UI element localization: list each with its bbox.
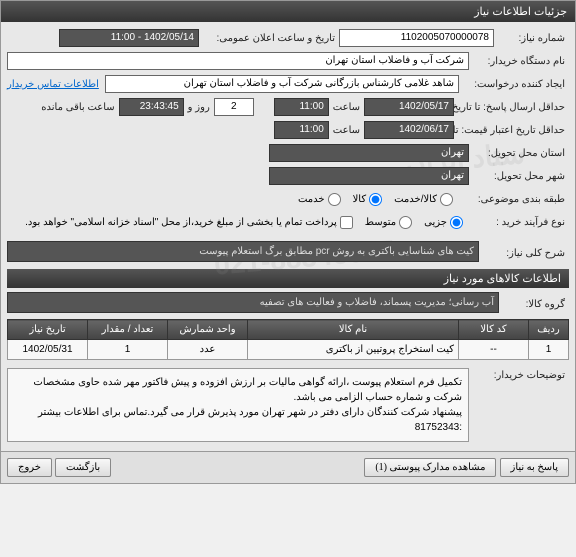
deadline-label: حداقل ارسال پاسخ: تا تاریخ: xyxy=(454,102,569,113)
location-label: استان محل تحویل: xyxy=(469,148,569,159)
goods-group-label: گروه کالا: xyxy=(499,299,569,310)
public-announce-value: 1402/05/14 - 11:00 xyxy=(59,29,199,47)
validity-time-label: ساعت xyxy=(329,125,364,136)
panel-title: جزئیات اطلاعات نیاز xyxy=(1,1,575,22)
th-qty: تعداد / مقدار xyxy=(88,320,168,340)
city-value: تهران xyxy=(269,167,469,185)
remain-days: 2 xyxy=(214,98,254,116)
deadline-time-label: ساعت xyxy=(329,102,364,113)
validity-time: 11:00 xyxy=(274,121,329,139)
requester-label: ایجاد کننده درخواست: xyxy=(459,79,569,90)
need-desc-label: شرح کلی نیاز: xyxy=(479,248,569,259)
attachments-button[interactable]: مشاهده مدارک پیوستی (1) xyxy=(364,458,496,477)
process-opt1[interactable]: جزیی xyxy=(424,216,463,229)
need-number-label: شماره نیاز: xyxy=(494,33,569,44)
validity-date: 1402/06/17 xyxy=(364,121,454,139)
need-desc-value: کیت های شناسایی باکتری به روش pcr مطابق … xyxy=(7,241,479,262)
contact-link[interactable]: اطلاعات تماس خریدار xyxy=(7,79,99,90)
deadline-date: 1402/05/17 xyxy=(364,98,454,116)
table-header-row: ردیف کد کالا نام کالا واحد شمارش تعداد /… xyxy=(8,320,569,340)
respond-button[interactable]: پاسخ به نیاز xyxy=(500,458,570,477)
td-date: 1402/05/31 xyxy=(8,340,88,360)
td-index: 1 xyxy=(529,340,569,360)
buyer-notes-text: تکمیل فرم استعلام پیوست ،ارائه گواهی مال… xyxy=(7,368,469,442)
category-opt3[interactable]: خدمت xyxy=(298,193,341,206)
buyer-device-value: شرکت آب و فاضلاب استان تهران xyxy=(7,52,469,70)
public-announce-label: تاریخ و ساعت اعلان عمومی: xyxy=(199,33,339,44)
need-number-value: 1102005070000078 xyxy=(339,29,494,47)
remain-hms: 23:43:45 xyxy=(119,98,184,116)
td-name: کیت استخراج پروتیین از باکتری xyxy=(248,340,459,360)
goods-group-value: آب رسانی؛ مدیریت پسماند، فاضلاب و فعالیت… xyxy=(7,292,499,313)
th-index: ردیف xyxy=(529,320,569,340)
panel-body: ستاد ایران 021-88346017 شماره نیاز: 1102… xyxy=(1,22,575,451)
main-panel: جزئیات اطلاعات نیاز ستاد ایران 021-88346… xyxy=(0,0,576,484)
th-code: کد کالا xyxy=(459,320,529,340)
process-opt2[interactable]: متوسط xyxy=(365,216,412,229)
buyer-notes-label: توضیحات خریدار: xyxy=(469,364,569,381)
city-label: شهر محل تحویل: xyxy=(469,171,569,182)
th-date: تاریخ نیاز xyxy=(8,320,88,340)
process-note-check[interactable]: پرداخت تمام یا بخشی از مبلغ خرید،از محل … xyxy=(25,216,353,229)
category-opt1[interactable]: کالا/خدمت xyxy=(394,193,453,206)
goods-section-title: اطلاعات کالاهای مورد نیاز xyxy=(7,269,569,288)
th-unit: واحد شمارش xyxy=(168,320,248,340)
remain-days-label: روز و xyxy=(184,102,214,113)
category-label: طبقه بندی موضوعی: xyxy=(459,194,569,205)
td-code: -- xyxy=(459,340,529,360)
back-button[interactable]: بازگشت xyxy=(55,458,111,477)
table-row: 1 -- کیت استخراج پروتیین از باکتری عدد 1… xyxy=(8,340,569,360)
exit-button[interactable]: خروج xyxy=(7,458,52,477)
deadline-time: 11:00 xyxy=(274,98,329,116)
td-qty: 1 xyxy=(88,340,168,360)
footer: پاسخ به نیاز مشاهده مدارک پیوستی (1) باز… xyxy=(1,451,575,483)
validity-label: حداقل تاریخ اعتبار قیمت: تا تاریخ: xyxy=(454,125,569,136)
buyer-device-label: نام دستگاه خریدار: xyxy=(469,56,569,67)
process-label: نوع فرآیند خرید : xyxy=(469,217,569,228)
category-opt2[interactable]: کالا xyxy=(353,193,383,206)
remain-suffix: ساعت باقی مانده xyxy=(37,102,118,113)
th-name: نام کالا xyxy=(248,320,459,340)
requester-value: شاهد غلامی کارشناس بازرگانی شرکت آب و فا… xyxy=(105,75,459,93)
location-value: تهران xyxy=(269,144,469,162)
td-unit: عدد xyxy=(168,340,248,360)
goods-table: ردیف کد کالا نام کالا واحد شمارش تعداد /… xyxy=(7,319,569,360)
